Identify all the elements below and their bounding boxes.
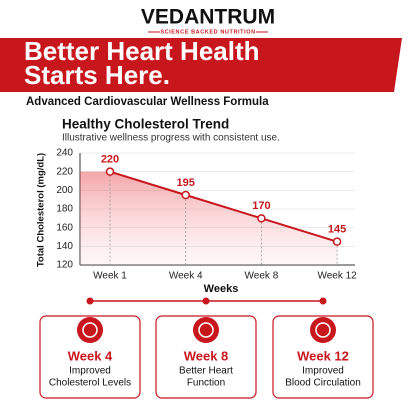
y-tick-label: 160 (56, 222, 73, 233)
point (332, 237, 342, 246)
chart-title: Healthy Cholesterol Trend (62, 117, 229, 132)
icon (193, 317, 219, 343)
chart-subtitle: Illustrative wellness progress with cons… (62, 133, 280, 144)
timeline-dot (202, 297, 210, 305)
card-week: Week 8 (184, 348, 229, 363)
x-axis-label: Weeks (204, 283, 239, 295)
icon-inner (198, 322, 214, 338)
card-text: Improved (302, 366, 344, 377)
card-text: Improved (69, 366, 111, 377)
y-tick-label: 140 (56, 241, 73, 252)
subheading: Advanced Cardiovascular Wellness Formula (26, 96, 269, 108)
icon (77, 317, 103, 343)
headline: Starts Here. (24, 60, 170, 90)
headline: Better Heart Health (24, 36, 260, 66)
brand-tagline: SCIENCE BACKED NUTRITION (160, 29, 255, 35)
line (109, 170, 338, 243)
card-text: Blood Circulation (285, 378, 361, 389)
timeline-dot (86, 297, 94, 305)
card-week: Week 4 (68, 348, 113, 363)
y-tick-label: 180 (56, 204, 73, 215)
x-tick-label: Week 8 (245, 271, 279, 282)
card-week: Week 12 (297, 348, 349, 363)
point (105, 167, 115, 176)
icon-inner (315, 322, 331, 338)
data-label: 145 (328, 224, 346, 236)
y-tick-label: 220 (56, 166, 73, 177)
card-text: Better Heart (179, 366, 233, 377)
icon-inner (82, 322, 98, 338)
card (155, 315, 257, 399)
x-tick-label: Week 4 (169, 271, 203, 282)
area (80, 171, 338, 265)
y-axis-label: Total Cholesterol (mg/dL) (36, 153, 47, 267)
card-text: Function (187, 378, 225, 389)
banner (0, 38, 402, 92)
chart: 120 140 160 180 200 220 240 Week 1 Week 4 Week 8 W… (56, 148, 357, 282)
icon (310, 317, 336, 343)
point (257, 214, 266, 223)
brand-name: VEDANTRUM (141, 6, 275, 29)
x-tick-label: Week 1 (93, 271, 127, 282)
card (39, 315, 141, 399)
y-tick-label: 240 (56, 148, 73, 159)
data-label: 195 (177, 177, 195, 189)
y-tick-label: 200 (56, 185, 73, 196)
x-tick-label: Week 12 (317, 271, 357, 282)
point (181, 190, 190, 200)
card (272, 315, 374, 399)
data-label: 170 (252, 200, 270, 212)
timeline-dot (319, 297, 327, 305)
y-tick-label: 120 (56, 260, 73, 271)
data-label: 220 (101, 154, 119, 166)
card-text: Cholesterol Levels (49, 378, 131, 389)
